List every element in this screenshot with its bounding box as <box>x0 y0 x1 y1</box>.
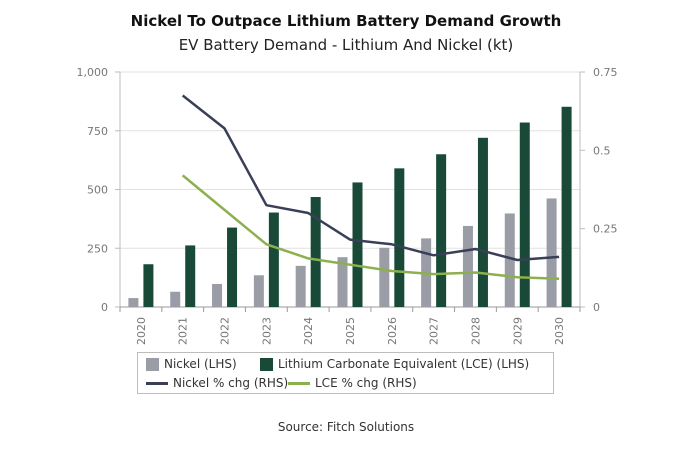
lce-bar <box>436 154 447 307</box>
lce-chg-line <box>181 174 560 281</box>
legend-label-lce-chg: LCE % chg (RHS) <box>315 376 417 390</box>
lce-bar <box>310 197 321 307</box>
lce-bar <box>519 122 530 308</box>
source-note: Source: Fitch Solutions <box>277 420 415 434</box>
legend-label-nickel: Nickel (LHS) <box>164 357 237 371</box>
nickel-bar <box>295 265 306 307</box>
lce-bar <box>185 245 196 307</box>
chart-subtitle: EV Battery Demand - Lithium And Nickel (… <box>178 36 514 54</box>
legend-item-lce-chg: LCE % chg (RHS) <box>288 376 417 390</box>
nickel-bar <box>379 247 390 307</box>
nickel-chg-line <box>181 94 560 262</box>
chart-title: Nickel To Outpace Lithium Battery Demand… <box>130 12 562 30</box>
left-axis-tick-label: 750 <box>87 125 108 138</box>
legend-item-nickel: Nickel (LHS) <box>146 357 237 371</box>
legend-swatch-nickel <box>146 357 159 371</box>
lce-bar <box>352 182 363 307</box>
left-axis-tick-label: 0 <box>101 301 108 314</box>
legend-swatch-nickel-chg <box>146 381 168 385</box>
x-axis-tick-label: 2026 <box>386 317 399 345</box>
legend-item-lce: Lithium Carbonate Equivalent (LCE) (LHS) <box>260 357 529 371</box>
lce-bar <box>227 227 238 307</box>
right-axis-tick-label: 0.25 <box>593 223 618 236</box>
nickel-bar <box>128 298 139 307</box>
nickel-bar <box>170 291 181 307</box>
nickel-bar <box>546 198 557 307</box>
x-axis-tick-label: 2023 <box>260 317 273 345</box>
x-axis-tick-label: 2024 <box>302 317 315 345</box>
x-axis-tick-label: 2028 <box>469 317 482 345</box>
x-axis-tick-label: 2021 <box>177 317 190 345</box>
nickel-bar <box>212 283 223 307</box>
x-axis-tick-label: 2020 <box>135 317 148 345</box>
x-axis-tick-label: 2025 <box>344 317 357 345</box>
nickel-bar <box>253 275 264 307</box>
combo-chart: 0 250 500 750 1,000 0 0.25 0.5 0.75 2020 2021 2022 2… <box>77 66 618 345</box>
nickel-bar <box>504 213 515 307</box>
left-axis-tick-label: 500 <box>87 184 108 197</box>
right-axis-tick-label: 0 <box>593 301 600 314</box>
x-axis-tick-label: 2027 <box>428 317 441 345</box>
lce-bar <box>477 137 488 307</box>
chart-legend: Nickel (LHS) Lithium Carbonate Equivalen… <box>137 352 554 394</box>
lce-bar <box>394 168 405 307</box>
right-axis-tick-label: 0.75 <box>593 66 618 79</box>
legend-swatch-lce <box>260 357 273 371</box>
nickel-bar <box>337 257 348 307</box>
legend-label-lce: Lithium Carbonate Equivalent (LCE) (LHS) <box>278 357 530 371</box>
left-axis-tick-label: 250 <box>87 242 108 255</box>
lce-bar <box>143 264 154 307</box>
legend-item-nickel-chg: Nickel % chg (RHS) <box>146 376 288 390</box>
lce-bar <box>268 212 279 307</box>
right-axis-tick-label: 0.5 <box>593 144 611 157</box>
nickel-bar <box>462 225 473 307</box>
legend-swatch-lce-chg <box>288 381 310 385</box>
x-axis-tick-label: 2030 <box>553 317 566 345</box>
x-axis-tick-label: 2029 <box>511 317 524 345</box>
legend-label-nickel-chg: Nickel % chg (RHS) <box>173 376 289 390</box>
left-axis-tick-label: 1,000 <box>77 66 109 79</box>
lce-bar <box>561 106 572 307</box>
x-axis-tick-label: 2022 <box>219 317 232 345</box>
